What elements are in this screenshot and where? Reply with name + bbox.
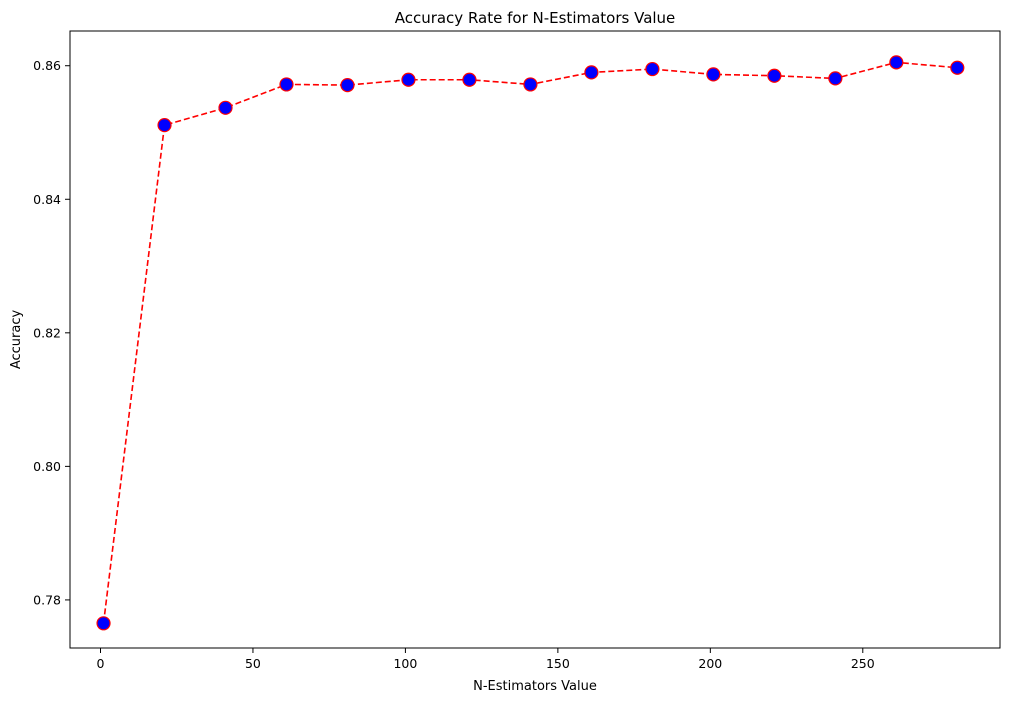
x-tick-label: 50: [245, 656, 261, 671]
x-tick-label: 0: [97, 656, 105, 671]
plot-area: [96, 55, 965, 631]
x-tick-label: 100: [393, 656, 417, 671]
data-point: [889, 55, 904, 70]
y-tick-label: 0.82: [33, 325, 61, 340]
data-point: [218, 100, 233, 115]
x-axis: 0 50 100 150 200 250: [97, 648, 875, 671]
data-point: [584, 65, 599, 80]
y-tick-label: 0.78: [33, 592, 61, 607]
data-point: [950, 60, 965, 75]
y-axis-title: Accuracy: [9, 310, 24, 370]
data-point: [523, 77, 538, 92]
series-line: [102, 61, 958, 624]
data-point: [828, 71, 843, 86]
chart-title: Accuracy Rate for N-Estimators Value: [395, 9, 676, 27]
x-axis-title: N-Estimators Value: [473, 679, 597, 694]
plot-frame: [69, 30, 1001, 649]
x-tick-label: 200: [698, 656, 722, 671]
data-point: [279, 77, 294, 92]
data-point: [767, 68, 782, 83]
x-tick-label: 250: [851, 656, 875, 671]
data-point: [401, 72, 416, 87]
data-point: [340, 77, 355, 93]
data-point: [706, 67, 721, 82]
y-tick-label: 0.80: [33, 459, 61, 474]
y-axis: 0.78 0.80 0.82 0.84 0.86: [33, 58, 70, 607]
data-point: [96, 616, 111, 631]
data-point: [645, 61, 660, 77]
data-point: [157, 118, 172, 133]
x-tick-label: 150: [546, 656, 570, 671]
y-tick-label: 0.86: [33, 58, 61, 73]
data-point: [462, 72, 477, 87]
y-tick-label: 0.84: [33, 192, 61, 207]
